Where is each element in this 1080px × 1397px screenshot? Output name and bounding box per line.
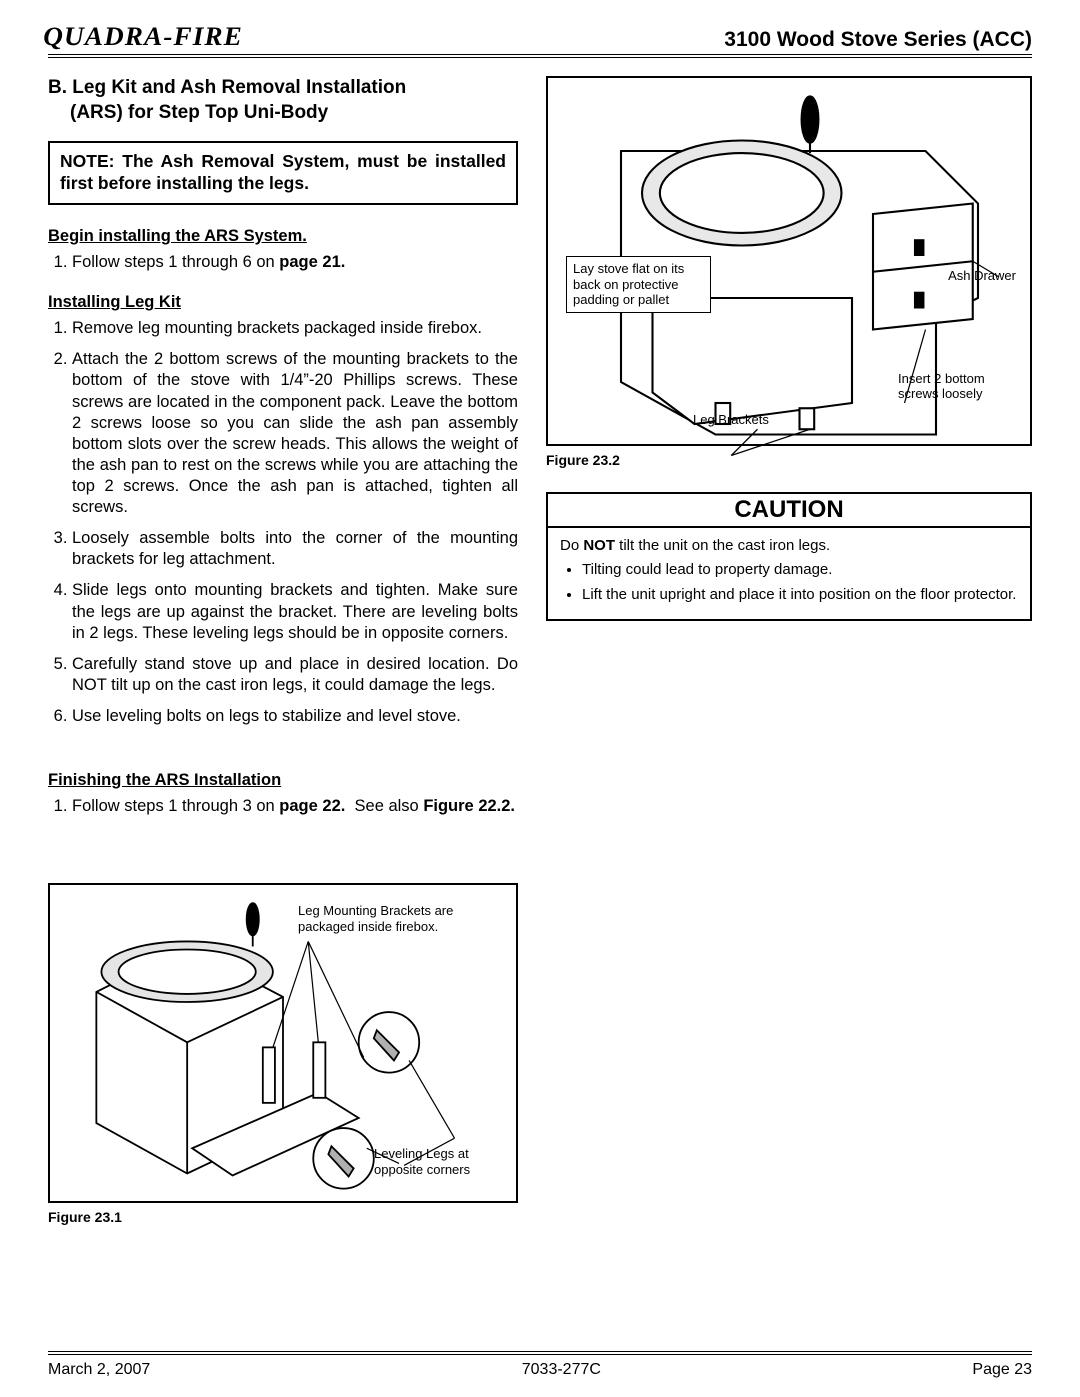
section-line2: (ARS) for Step Top Uni-Body bbox=[48, 101, 518, 126]
caution-body: Do NOT tilt the unit on the cast iron le… bbox=[546, 528, 1032, 621]
caution-lead: Do NOT tilt the unit on the cast iron le… bbox=[560, 536, 1018, 556]
leg-step-2: Attach the 2 bottom screws of the mounti… bbox=[72, 349, 518, 518]
footer-doc-number: 7033-277C bbox=[522, 1361, 601, 1379]
right-column: Lay stove flat on its back on protective… bbox=[546, 76, 1032, 827]
figure-23-1-box: Leg Mounting Brackets are packaged insid… bbox=[48, 883, 518, 1203]
brand-logo: QUADRA-FIRE bbox=[43, 22, 243, 52]
caution-bullet-2: Lift the unit upright and place it into … bbox=[582, 585, 1018, 605]
footer-date: March 2, 2007 bbox=[48, 1361, 150, 1379]
page-footer: March 2, 2007 7033-277C Page 23 bbox=[48, 1351, 1032, 1379]
note-box: NOTE: The Ash Removal System, must be in… bbox=[48, 141, 518, 205]
leg-step-1: Remove leg mounting brackets packaged in… bbox=[72, 318, 518, 339]
leg-kit-steps: Remove leg mounting brackets packaged in… bbox=[48, 318, 518, 727]
label-leg-brackets: Leg Brackets bbox=[693, 412, 769, 428]
balloon-lay-flat: Lay stove flat on its back on protective… bbox=[566, 256, 711, 313]
footer-row: March 2, 2007 7033-277C Page 23 bbox=[48, 1361, 1032, 1379]
caution-title: CAUTION bbox=[546, 492, 1032, 528]
caution-box: CAUTION Do NOT tilt the unit on the cast… bbox=[546, 492, 1032, 621]
label-insert-screws: Insert 2 bottom screws loosely bbox=[898, 371, 1008, 402]
footer-page-number: Page 23 bbox=[972, 1361, 1032, 1379]
ars-begin-steps: Follow steps 1 through 6 on page 21. bbox=[48, 252, 518, 273]
label-leveling-legs: Leveling Legs at opposite corners bbox=[374, 1146, 494, 1177]
leg-step-6: Use leveling bolts on legs to stabilize … bbox=[72, 706, 518, 727]
content-columns: B. Leg Kit and Ash Removal Installation … bbox=[48, 76, 1032, 827]
footer-rule bbox=[48, 1351, 1032, 1355]
label-ash-drawer: Ash Drawer bbox=[948, 268, 1016, 284]
series-title: 3100 Wood Stove Series (ACC) bbox=[724, 28, 1032, 52]
finish-heading: Finishing the ARS Installation bbox=[48, 771, 518, 790]
figure-23-1-wrapper: Leg Mounting Brackets are packaged insid… bbox=[48, 883, 518, 1225]
leg-step-4: Slide legs onto mounting brackets and ti… bbox=[72, 580, 518, 643]
finish-step-1: Follow steps 1 through 3 on page 22. See… bbox=[72, 796, 518, 817]
label-mounting-brackets: Leg Mounting Brackets are packaged insid… bbox=[298, 903, 468, 934]
caution-bullets: Tilting could lead to property damage. L… bbox=[560, 560, 1018, 605]
ars-begin-heading: Begin installing the ARS System. bbox=[48, 227, 518, 246]
figure-23-2-box: Lay stove flat on its back on protective… bbox=[546, 76, 1032, 446]
leg-step-5: Carefully stand stove up and place in de… bbox=[72, 654, 518, 696]
finish-steps: Follow steps 1 through 3 on page 22. See… bbox=[48, 796, 518, 817]
caution-lead-post: tilt the unit on the cast iron legs. bbox=[615, 537, 830, 554]
caution-lead-bold: NOT bbox=[583, 537, 615, 554]
caution-bullet-1: Tilting could lead to property damage. bbox=[582, 560, 1018, 580]
section-heading: B. Leg Kit and Ash Removal Installation … bbox=[48, 76, 518, 125]
left-column: B. Leg Kit and Ash Removal Installation … bbox=[48, 76, 518, 827]
caution-lead-pre: Do bbox=[560, 537, 583, 554]
leg-step-3: Loosely assemble bolts into the corner o… bbox=[72, 528, 518, 570]
page-header: QUADRA-FIRE 3100 Wood Stove Series (ACC) bbox=[48, 22, 1032, 58]
figure-23-1-caption: Figure 23.1 bbox=[48, 1209, 518, 1225]
section-line1: B. Leg Kit and Ash Removal Installation bbox=[48, 77, 406, 98]
ars-begin-step-1: Follow steps 1 through 6 on page 21. bbox=[72, 252, 518, 273]
leg-kit-heading: Installing Leg Kit bbox=[48, 293, 518, 312]
